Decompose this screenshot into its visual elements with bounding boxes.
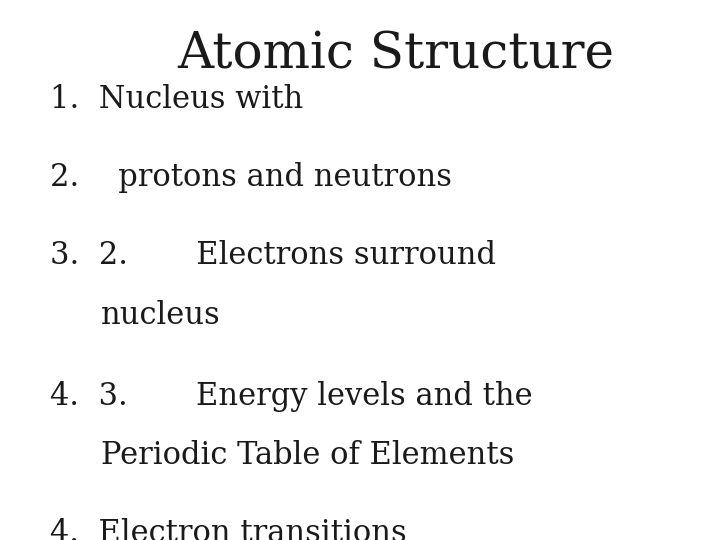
Text: 2.    protons and neutrons: 2. protons and neutrons (50, 162, 452, 193)
Text: 4.  Electron transitions: 4. Electron transitions (50, 518, 407, 540)
Text: Atomic Structure: Atomic Structure (177, 30, 615, 79)
Text: 3.  2.       Electrons surround: 3. 2. Electrons surround (50, 240, 496, 271)
Text: Periodic Table of Elements: Periodic Table of Elements (101, 440, 514, 471)
Text: 4.  3.       Energy levels and the: 4. 3. Energy levels and the (50, 381, 533, 411)
Text: nucleus: nucleus (101, 300, 220, 330)
Text: 1.  Nucleus with: 1. Nucleus with (50, 84, 304, 114)
